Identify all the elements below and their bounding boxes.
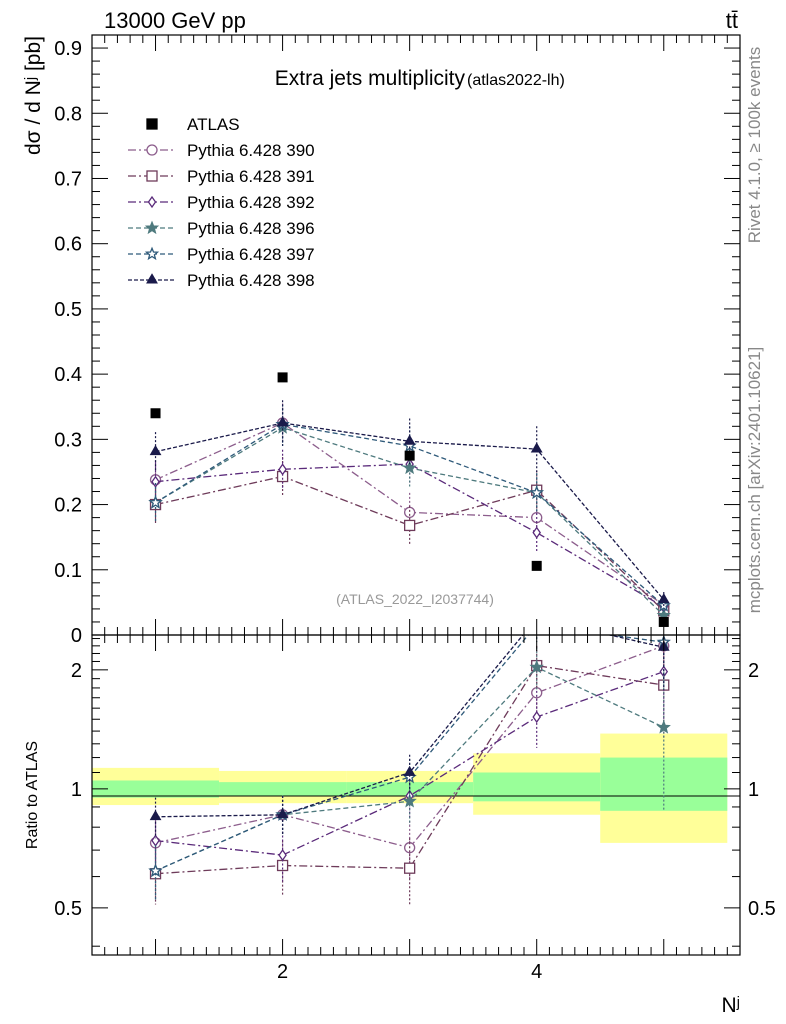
rivet-label: Rivet 4.1.0, ≥ 100k events xyxy=(745,47,764,243)
ratio-series-layer xyxy=(148,635,671,905)
atlas-point xyxy=(277,372,288,383)
legend-label-s398: Pythia 6.428 398 xyxy=(187,271,315,290)
band-inner-bin xyxy=(92,780,220,798)
y-tick-label: 0.7 xyxy=(54,168,82,190)
ratio-point-s396 xyxy=(529,659,544,674)
energy-label: 13000 GeV pp xyxy=(104,8,246,33)
point-s398 xyxy=(149,444,162,456)
atlas-point xyxy=(404,450,415,461)
x-axis-label: Nʲ xyxy=(721,994,740,1017)
legend-marker-atlas xyxy=(146,118,158,130)
point-s390 xyxy=(403,506,416,519)
y-tick-label: 0.9 xyxy=(54,38,82,60)
legend-label-s390: Pythia 6.428 390 xyxy=(187,141,315,160)
legend-marker-s396 xyxy=(144,220,160,235)
legend-marker-s391 xyxy=(146,170,158,182)
ratio-point-s396 xyxy=(402,793,417,808)
point-s392 xyxy=(278,463,287,476)
legend-label-s396: Pythia 6.428 396 xyxy=(187,219,315,238)
y-tick-label: 0.5 xyxy=(54,299,82,321)
ratio-y-tick-label: 0.5 xyxy=(54,898,82,920)
legend-label-atlas: ATLAS xyxy=(187,115,240,134)
atlas-point xyxy=(150,408,161,419)
legend-marker-s390 xyxy=(146,144,158,156)
analysis-id: (ATLAS_2022_I2037744) xyxy=(336,591,494,607)
ratio-y-tick-label-right: 0.5 xyxy=(748,898,776,920)
atlas-point xyxy=(531,560,542,571)
ratio-y-tick-label: 1 xyxy=(71,779,82,801)
main-series-layer xyxy=(148,400,671,624)
y-tick-label: 0.3 xyxy=(54,429,82,451)
legend-label-s392: Pythia 6.428 392 xyxy=(187,193,315,212)
ratio-point-s397 xyxy=(148,863,163,878)
chart-subtitle: (atlas2022-lh) xyxy=(467,72,565,89)
ratio-point-s398 xyxy=(276,808,289,819)
ratio-point-s398 xyxy=(403,765,416,776)
series-line-s391 xyxy=(155,475,665,612)
axes-ticks: 0 0.1 0.2 0.3 0.4 0.5 0.6 0.7 0.8 0.9 2 4 0.5 0.5 1 1 2 2 xyxy=(54,34,776,983)
ratio-y-tick-label-right: 2 xyxy=(748,660,759,682)
ratio-point-s392 xyxy=(278,848,287,862)
y-tick-label: 0.2 xyxy=(54,495,82,517)
chart-title: Extra jets multiplicity xyxy=(275,67,466,90)
y-tick-label: 0.4 xyxy=(54,364,82,386)
ratio-point-s398 xyxy=(149,810,162,821)
atlas-reference-points xyxy=(150,372,669,627)
point-s391 xyxy=(403,519,416,532)
ratio-line-s397 xyxy=(155,635,664,872)
process-label: tt̄ xyxy=(726,8,738,33)
y-tick-label: 0.6 xyxy=(54,234,82,256)
legend: ATLAS Pythia 6.428 390 Pythia 6.428 391 Pyt… xyxy=(128,115,315,290)
x-tick-label: 4 xyxy=(531,961,542,983)
point-s398 xyxy=(403,434,416,445)
point-s392 xyxy=(151,475,160,488)
y-tick-label: 0 xyxy=(71,625,82,647)
band-inner-bin xyxy=(473,772,601,802)
ratio-line-s391 xyxy=(155,664,664,875)
series-line-s392 xyxy=(155,463,665,608)
point-s397 xyxy=(148,495,163,509)
series-line-s397 xyxy=(155,423,665,607)
x-tick-label: 2 xyxy=(277,961,288,983)
legend-label-s391: Pythia 6.428 391 xyxy=(187,167,315,186)
y-tick-label: 0.1 xyxy=(54,560,82,582)
y-tick-label: 0.8 xyxy=(54,103,82,125)
point-s398 xyxy=(657,592,670,604)
point-s396 xyxy=(402,460,417,475)
ratio-y-tick-label-right: 1 xyxy=(748,779,759,801)
ratio-y-tick-label: 2 xyxy=(71,660,82,682)
ratio-point-s391 xyxy=(403,862,416,874)
ratio-plot-frame xyxy=(91,634,741,956)
point-s398 xyxy=(276,416,289,427)
band-inner-bin xyxy=(219,782,347,796)
point-s398 xyxy=(530,442,543,453)
legend-marker-s392 xyxy=(147,195,157,209)
ratio-y-axis-label: Ratio to ATLAS xyxy=(24,741,41,849)
legend-marker-s397 xyxy=(144,246,160,261)
ratio-point-s392 xyxy=(532,710,541,724)
y-axis-label: dσ / d Nʲ [pb] xyxy=(22,36,45,155)
point-s392 xyxy=(532,526,541,539)
mcplots-label: mcplots.cern.ch [arXiv:2401.10621] xyxy=(745,347,764,613)
point-s397 xyxy=(529,485,544,499)
legend-label-s397: Pythia 6.428 397 xyxy=(187,245,315,264)
legend-marker-s398 xyxy=(146,273,158,284)
ratio-point-s396 xyxy=(656,719,671,734)
